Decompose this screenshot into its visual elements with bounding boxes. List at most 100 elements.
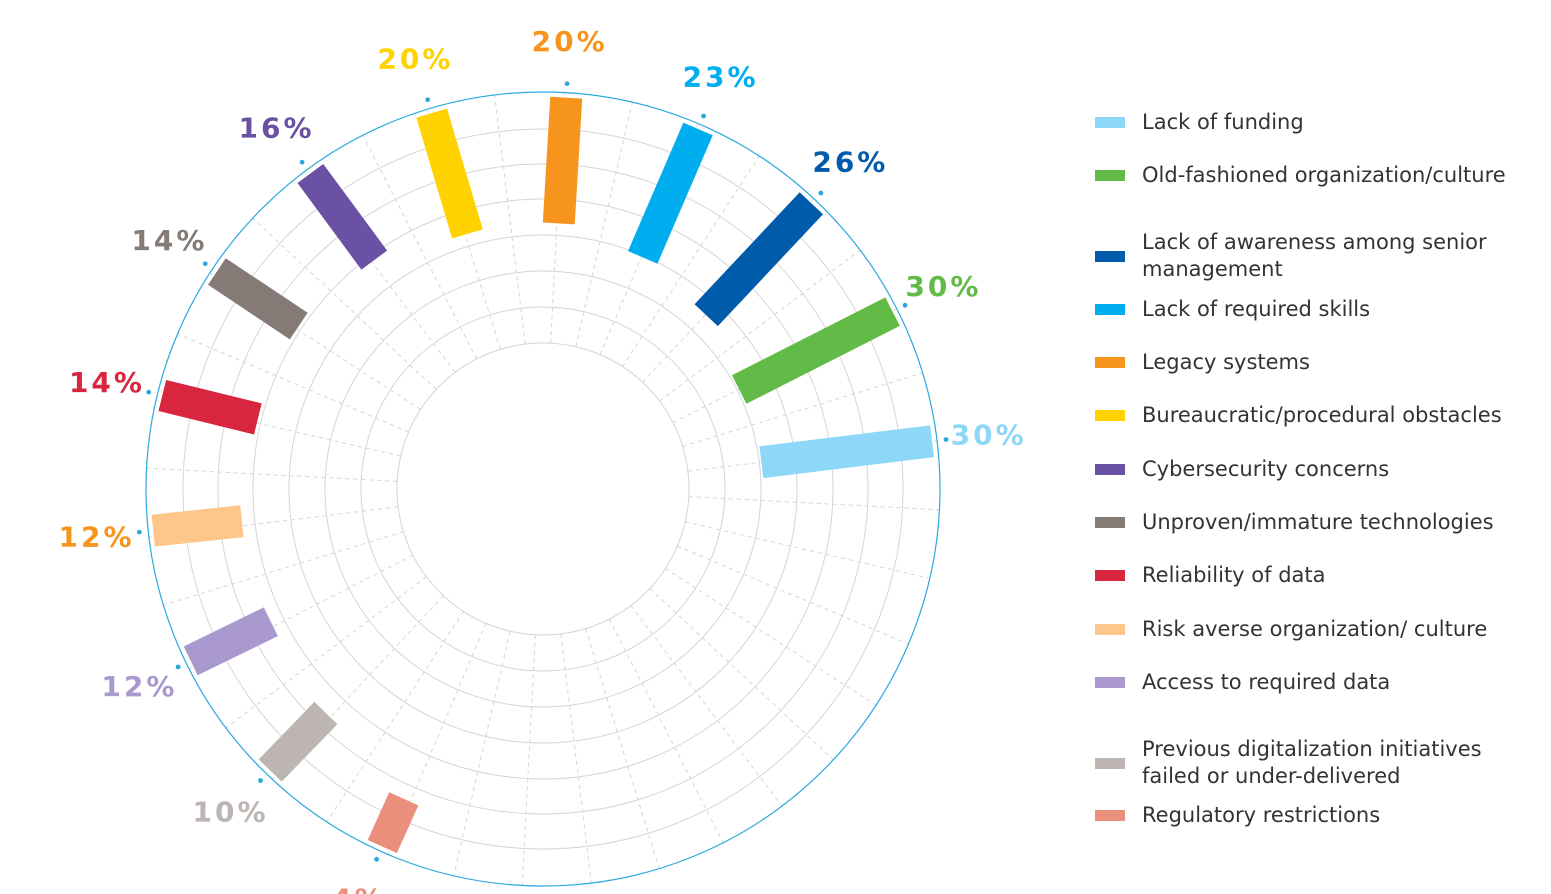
legend-swatch: [1095, 810, 1125, 821]
value-label: 14%: [131, 224, 207, 257]
grid-spoke: [252, 217, 437, 390]
legend-item: Reliability of data: [1095, 562, 1542, 589]
label-marker: [258, 778, 263, 783]
legend-swatch: [1095, 117, 1125, 128]
grid-spoke: [688, 496, 940, 511]
legend-label: Old-fashioned organization/culture: [1142, 163, 1506, 187]
legend-item: Lack of funding: [1095, 109, 1542, 136]
bar: [183, 607, 278, 676]
legend-item: Old-fashioned organization/culture: [1095, 162, 1542, 189]
label-leader: [203, 262, 206, 265]
grid-spoke: [630, 605, 783, 807]
grid-ring: [252, 198, 834, 780]
grid-spoke: [146, 467, 398, 482]
value-label: 20%: [532, 25, 608, 58]
label-marker: [701, 113, 706, 119]
label-marker: [175, 664, 181, 670]
legend-label: Unproven/immature technologies: [1142, 510, 1494, 534]
value-label: 23%: [683, 61, 759, 94]
label-leader: [375, 859, 378, 862]
value-label: 12%: [59, 521, 135, 554]
legend-swatch: [1095, 757, 1125, 769]
grid-rings: [182, 128, 904, 850]
grid-spoke: [453, 631, 511, 876]
grid-spoke: [494, 94, 526, 345]
legend-item: Previous digitalization initiatives fail…: [1095, 736, 1542, 790]
label-leader: [258, 780, 261, 783]
grid-spoke: [560, 633, 592, 884]
legend-swatch: [1095, 250, 1125, 262]
bar: [628, 122, 713, 264]
legend-label: Bureaucratic/procedural obstacles: [1142, 403, 1502, 427]
grid-spoke: [177, 333, 409, 433]
grid-spoke: [659, 249, 861, 402]
bar: [207, 258, 308, 340]
grid-spoke: [665, 568, 877, 706]
value-label: 20%: [377, 42, 453, 75]
bar: [694, 192, 824, 327]
value-label: 30%: [905, 270, 981, 303]
legend-label: Lack of required skills: [1142, 297, 1371, 321]
label-leader: [426, 97, 429, 100]
grid-ring: [182, 128, 904, 850]
grid-ring: [288, 234, 798, 744]
legend-label: Risk averse organization/ culture: [1142, 617, 1488, 641]
legend-label: Previous digitalization initiatives fail…: [1142, 737, 1482, 788]
legend-swatch: [1095, 304, 1125, 315]
bar: [731, 297, 900, 404]
grid-spoke: [326, 611, 464, 823]
legend-swatch: [1095, 410, 1125, 421]
bar: [367, 792, 419, 854]
legend-item: Cybersecurity concerns: [1095, 456, 1542, 483]
label-marker: [818, 190, 824, 196]
legend-label: Lack of awareness among senior managemen…: [1142, 230, 1487, 281]
bar: [416, 108, 483, 239]
label-leader: [176, 666, 179, 669]
value-label: 12%: [101, 670, 177, 703]
legend-swatch: [1095, 517, 1125, 528]
grid-spoke: [362, 135, 478, 360]
bar: [151, 505, 244, 547]
legend-swatch: [1095, 170, 1125, 181]
legend-swatch: [1095, 677, 1125, 688]
value-label: 16%: [239, 112, 315, 145]
value-label: 4%: [332, 883, 386, 894]
bar: [297, 163, 388, 270]
legend-swatch: [1095, 357, 1125, 368]
label-leader: [300, 160, 303, 163]
bar: [158, 379, 262, 435]
legend-label: Cybersecurity concerns: [1142, 457, 1390, 481]
grid-spoke: [225, 576, 427, 729]
grid-spoke: [575, 102, 633, 347]
legend-item: Risk averse organization/ culture: [1095, 616, 1542, 643]
legend-label: Regulatory restrictions: [1142, 803, 1381, 827]
grid-spoke: [585, 628, 660, 869]
legend-label: Legacy systems: [1142, 350, 1310, 374]
value-label: 26%: [812, 146, 888, 179]
grid-spoke: [622, 155, 760, 367]
bar: [258, 701, 338, 782]
grid-spoke: [163, 531, 404, 606]
label-leader: [904, 303, 908, 306]
grid-spoke: [521, 634, 536, 886]
grid-spoke: [682, 372, 923, 447]
label-marker: [299, 159, 305, 165]
legend-item: Legacy systems: [1095, 349, 1542, 376]
outer-circle: [145, 91, 941, 887]
grid-ring: [217, 163, 869, 815]
value-label: 10%: [193, 795, 269, 828]
value-label: 30%: [951, 418, 1027, 451]
grid-spoke: [685, 521, 930, 579]
grid-ring: [360, 306, 726, 672]
bar: [542, 96, 583, 225]
legend-item: Lack of awareness among senior managemen…: [1095, 229, 1522, 283]
legend-item: Lack of required skills: [1095, 296, 1542, 323]
legend-item: Regulatory restrictions: [1095, 802, 1542, 829]
radial-bar-chart: 30% 30% 26% 23% 20% 20% 16% 14% 14% 12% 12% 10% 4%: [59, 25, 1027, 894]
grid-ring: [396, 342, 690, 636]
grid-spoke: [608, 618, 724, 843]
label-marker: [374, 856, 379, 862]
legend-item: Bureaucratic/procedural obstacles: [1095, 402, 1542, 429]
value-labels: 30% 30% 26% 23% 20% 20% 16% 14% 14% 12% 12% 10% 4%: [59, 25, 1027, 894]
legend-label: Access to required data: [1142, 670, 1391, 694]
